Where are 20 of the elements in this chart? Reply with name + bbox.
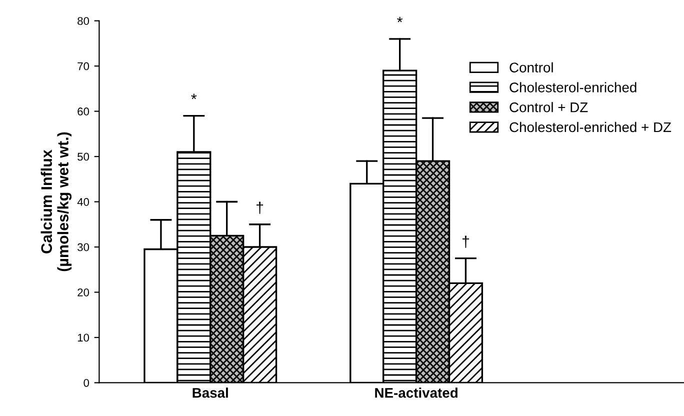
annotation: † [462, 236, 469, 248]
x-tick-label: Basal [192, 388, 228, 398]
legend-label: Cholesterol-enriched [510, 82, 636, 92]
annotation: * [397, 16, 403, 22]
y-tick-label: 60 [78, 108, 90, 116]
legend-label: Cholesterol-enriched + DZ [510, 122, 672, 132]
y-tick-label: 10 [78, 334, 90, 342]
y-tick-label: 20 [78, 288, 90, 296]
y-axis-title: Calcium Influx (µmoles/kg wet wt.) [40, 132, 72, 272]
y-tick-label: 80 [78, 17, 90, 25]
legend-label: Control [510, 62, 553, 72]
y-tick-label: 0 [84, 378, 90, 387]
y-tick-label: 50 [78, 152, 90, 161]
x-tick-label: NE-activated [375, 388, 458, 398]
y-tick-label: 40 [77, 198, 90, 206]
y-tick-label: 30 [78, 243, 90, 252]
annotation: * [191, 94, 197, 100]
annotation: † [256, 202, 264, 214]
legend-label: Control + DZ [510, 102, 588, 112]
y-tick-label: 70 [78, 62, 90, 70]
